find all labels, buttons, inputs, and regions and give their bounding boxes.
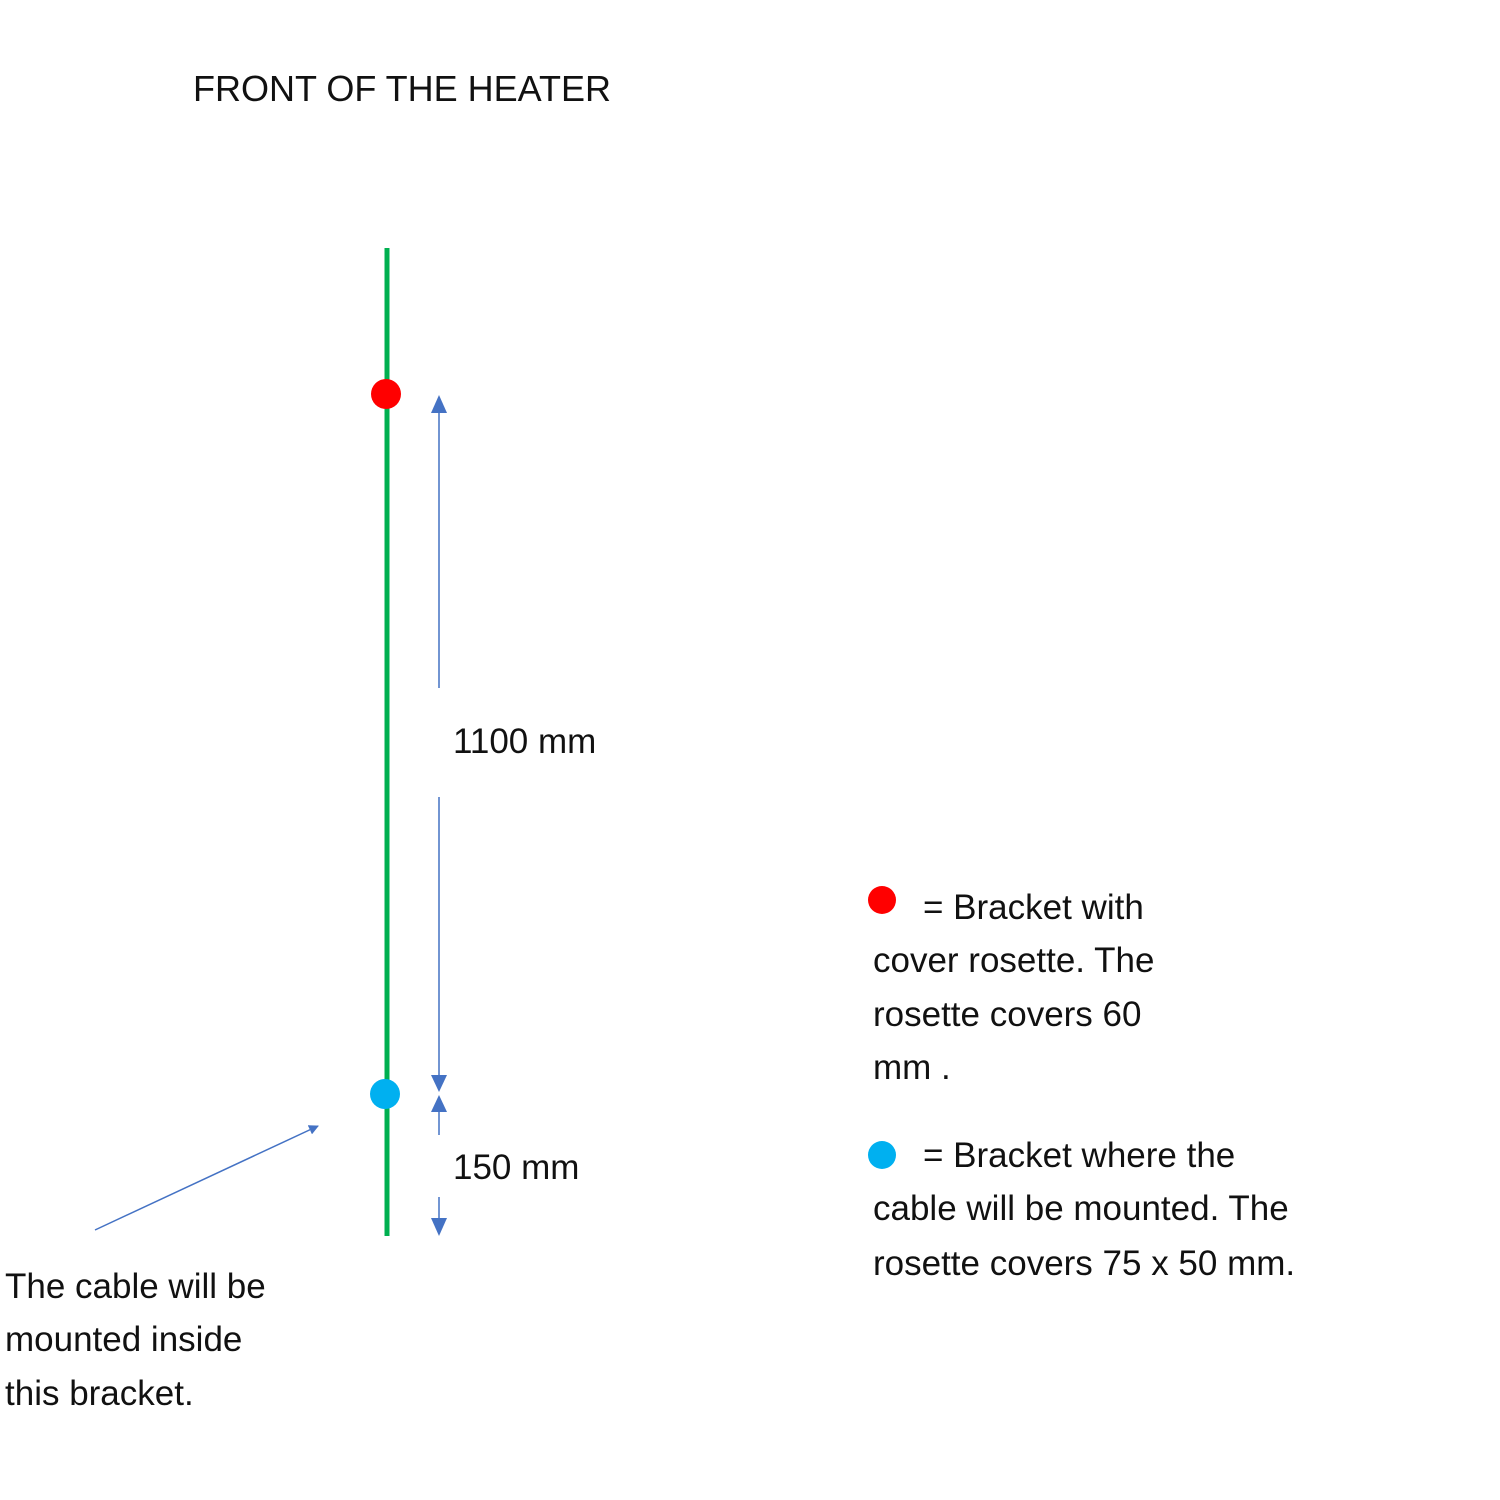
legend-item-red: = Bracket with cover rosette. The rosett… <box>868 886 1154 1087</box>
legend-item-blue: = Bracket where the cable will be mounte… <box>868 1136 1295 1283</box>
diagram-title: FRONT OF THE HEATER <box>193 68 611 109</box>
arrow-up-icon <box>431 1095 447 1112</box>
red-dot-icon <box>868 886 896 914</box>
arrow-down-icon <box>431 1218 447 1236</box>
legend-text: = Bracket where the <box>923 1136 1235 1175</box>
legend-text: = Bracket with <box>923 888 1144 927</box>
blue-dot-icon <box>868 1141 896 1169</box>
cable-note-line: The cable will be <box>5 1267 266 1306</box>
bracket-cover-rosette-dot <box>371 379 401 409</box>
cable-note: The cable will be mounted inside this br… <box>5 1267 266 1413</box>
dimension-label-1100: 1100 mm <box>453 722 596 761</box>
dimension-label-150: 150 mm <box>453 1148 579 1187</box>
bracket-cable-dot <box>370 1079 400 1109</box>
legend-text: cover rosette. The <box>873 941 1154 980</box>
arrow-up-icon <box>431 395 447 413</box>
arrow-down-icon <box>431 1075 447 1092</box>
legend-text: rosette covers 75 x 50 mm. <box>873 1244 1295 1283</box>
legend-text: cable will be mounted. The <box>873 1189 1289 1228</box>
dimension-1100 <box>431 395 447 1092</box>
dimension-150 <box>431 1095 447 1236</box>
cable-note-line: mounted inside <box>5 1320 242 1359</box>
legend-text: rosette covers 60 <box>873 995 1141 1034</box>
pointer-arrow <box>94 1125 319 1231</box>
cable-note-line: this bracket. <box>5 1374 194 1413</box>
legend-text: mm . <box>873 1048 951 1087</box>
